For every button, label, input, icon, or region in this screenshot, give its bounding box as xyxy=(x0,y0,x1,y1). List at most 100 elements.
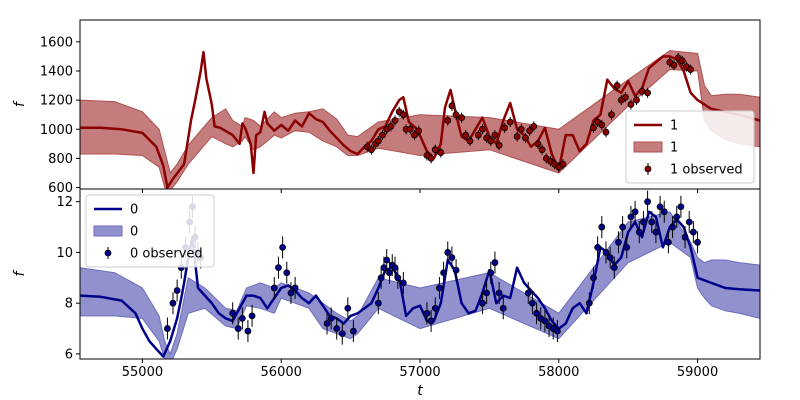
bottom-observed-point xyxy=(164,325,171,332)
top-legend: 1 1 1 observed xyxy=(625,110,755,184)
top-observed-point xyxy=(530,122,538,130)
bottom-observed-point xyxy=(248,312,256,320)
top-y-tick-label: 800 xyxy=(48,152,73,167)
bottom-x-tick-label: 56000 xyxy=(261,365,302,380)
top-observed-point xyxy=(627,101,635,108)
bottom-legend-swatch-band xyxy=(93,225,123,237)
bottom-observed-point xyxy=(291,284,299,292)
top-observed-point xyxy=(501,124,509,132)
bottom-observed-point xyxy=(487,269,495,277)
bottom-observed-point xyxy=(640,218,647,226)
top-observed-point xyxy=(452,111,460,119)
bottom-observed-point xyxy=(660,208,668,216)
top-observed-point xyxy=(534,140,542,148)
top-observed-point xyxy=(399,111,407,119)
top-observed-point xyxy=(437,149,445,156)
bottom-observed-point xyxy=(499,304,507,312)
bottom-observed-point xyxy=(244,327,252,335)
bottom-observed-point xyxy=(173,287,181,294)
bottom-observed-point xyxy=(444,249,452,256)
bottom-observed-point xyxy=(323,320,331,327)
top-observed-point xyxy=(602,128,610,136)
bottom-x-tick-label: 57000 xyxy=(399,365,440,380)
bottom-observed-point xyxy=(399,279,407,287)
top-y-axis-label: f xyxy=(12,100,28,107)
bottom-x-tick-label: 55000 xyxy=(122,365,163,380)
bottom-observed-point xyxy=(689,228,697,236)
top-observed-point xyxy=(479,125,486,133)
bottom-x-tick-label: 59000 xyxy=(677,365,718,380)
bottom-observed-point xyxy=(644,198,651,206)
top-observed-point xyxy=(687,66,695,73)
bottom-observed-point xyxy=(656,203,664,211)
bottom-observed-point xyxy=(585,299,593,307)
bottom-observed-point xyxy=(652,228,660,236)
top-observed-point xyxy=(613,82,621,89)
bottom-observed-point xyxy=(681,233,689,241)
top-observed-point xyxy=(487,137,495,145)
top-observed-point xyxy=(431,146,439,154)
top-observed-point xyxy=(621,93,629,101)
bottom-observed-point xyxy=(677,203,685,211)
bottom-observed-point xyxy=(327,315,335,322)
bottom-observed-point xyxy=(431,304,439,312)
top-y-tick-label: 600 xyxy=(48,181,73,196)
bottom-observed-point xyxy=(673,213,681,221)
top-observed-point xyxy=(391,117,399,124)
top-prediction-line xyxy=(80,50,760,189)
bottom-observed-point xyxy=(631,208,639,216)
bottom-observed-point xyxy=(229,309,237,317)
bottom-legend-label: 0 xyxy=(130,225,138,240)
top-observed-point xyxy=(406,125,414,133)
top-y-tick-label: 1000 xyxy=(40,123,73,138)
bottom-observed-point xyxy=(602,249,610,256)
top-legend-box xyxy=(625,110,755,184)
bottom-y-tick-label: 6 xyxy=(65,347,73,362)
bottom-x-axis-label: t xyxy=(417,383,423,399)
bottom-observed-point xyxy=(452,266,460,274)
top-observed-point xyxy=(598,121,606,129)
bottom-observed-point xyxy=(553,327,561,335)
bottom-legend-label: 0 xyxy=(130,203,138,218)
bottom-observed-point xyxy=(394,274,402,282)
bottom-legend-label: 0 observed xyxy=(130,247,203,262)
bottom-observed-point xyxy=(423,309,431,317)
bottom-observed-point xyxy=(383,256,391,264)
top-observed-point xyxy=(458,114,466,122)
top-observed-point xyxy=(590,124,597,132)
top-observed-point xyxy=(638,87,646,95)
bottom-observed-point xyxy=(391,264,399,272)
top-legend-swatch-band xyxy=(633,141,663,153)
bottom-observed-point xyxy=(529,299,536,307)
bottom-observed-point xyxy=(238,315,246,322)
bottom-observed-point xyxy=(427,317,435,325)
top-observed-point xyxy=(670,61,678,69)
bottom-observed-point xyxy=(436,284,443,292)
bottom-panel: 6 8 10 12 55000 56000 57000 58000 59000 f t 0 0 0 obs… xyxy=(12,188,761,399)
bottom-observed-point xyxy=(594,243,602,251)
bottom-x-tick-label: 58000 xyxy=(538,365,579,380)
top-observed-point xyxy=(522,134,529,142)
bottom-observed-point xyxy=(234,325,242,332)
bottom-observed-point xyxy=(669,223,676,231)
bottom-observed-point xyxy=(623,243,631,251)
top-panel: 600 800 1000 1200 1400 1600 f 1 1 1 observed xyxy=(12,19,761,196)
top-y-tick-label: 1200 xyxy=(40,94,73,109)
top-observed-point xyxy=(374,137,382,145)
top-observed-point xyxy=(513,133,521,140)
top-legend-swatch-point xyxy=(644,165,652,173)
top-y-tick-label: 1600 xyxy=(40,35,73,50)
bottom-observed-point xyxy=(169,299,177,307)
bottom-observed-point xyxy=(685,218,693,226)
bottom-observed-point xyxy=(377,274,385,282)
bottom-y-tick-label: 12 xyxy=(56,195,73,210)
bottom-observed-point xyxy=(648,218,656,226)
top-observed-point xyxy=(448,102,456,110)
bottom-observed-point xyxy=(694,238,701,246)
bottom-y-tick-label: 8 xyxy=(65,297,73,312)
bottom-y-tick-label: 10 xyxy=(56,246,73,261)
top-observed-point xyxy=(608,111,615,119)
bottom-observed-point xyxy=(479,299,486,307)
bottom-observed-point xyxy=(533,309,540,317)
